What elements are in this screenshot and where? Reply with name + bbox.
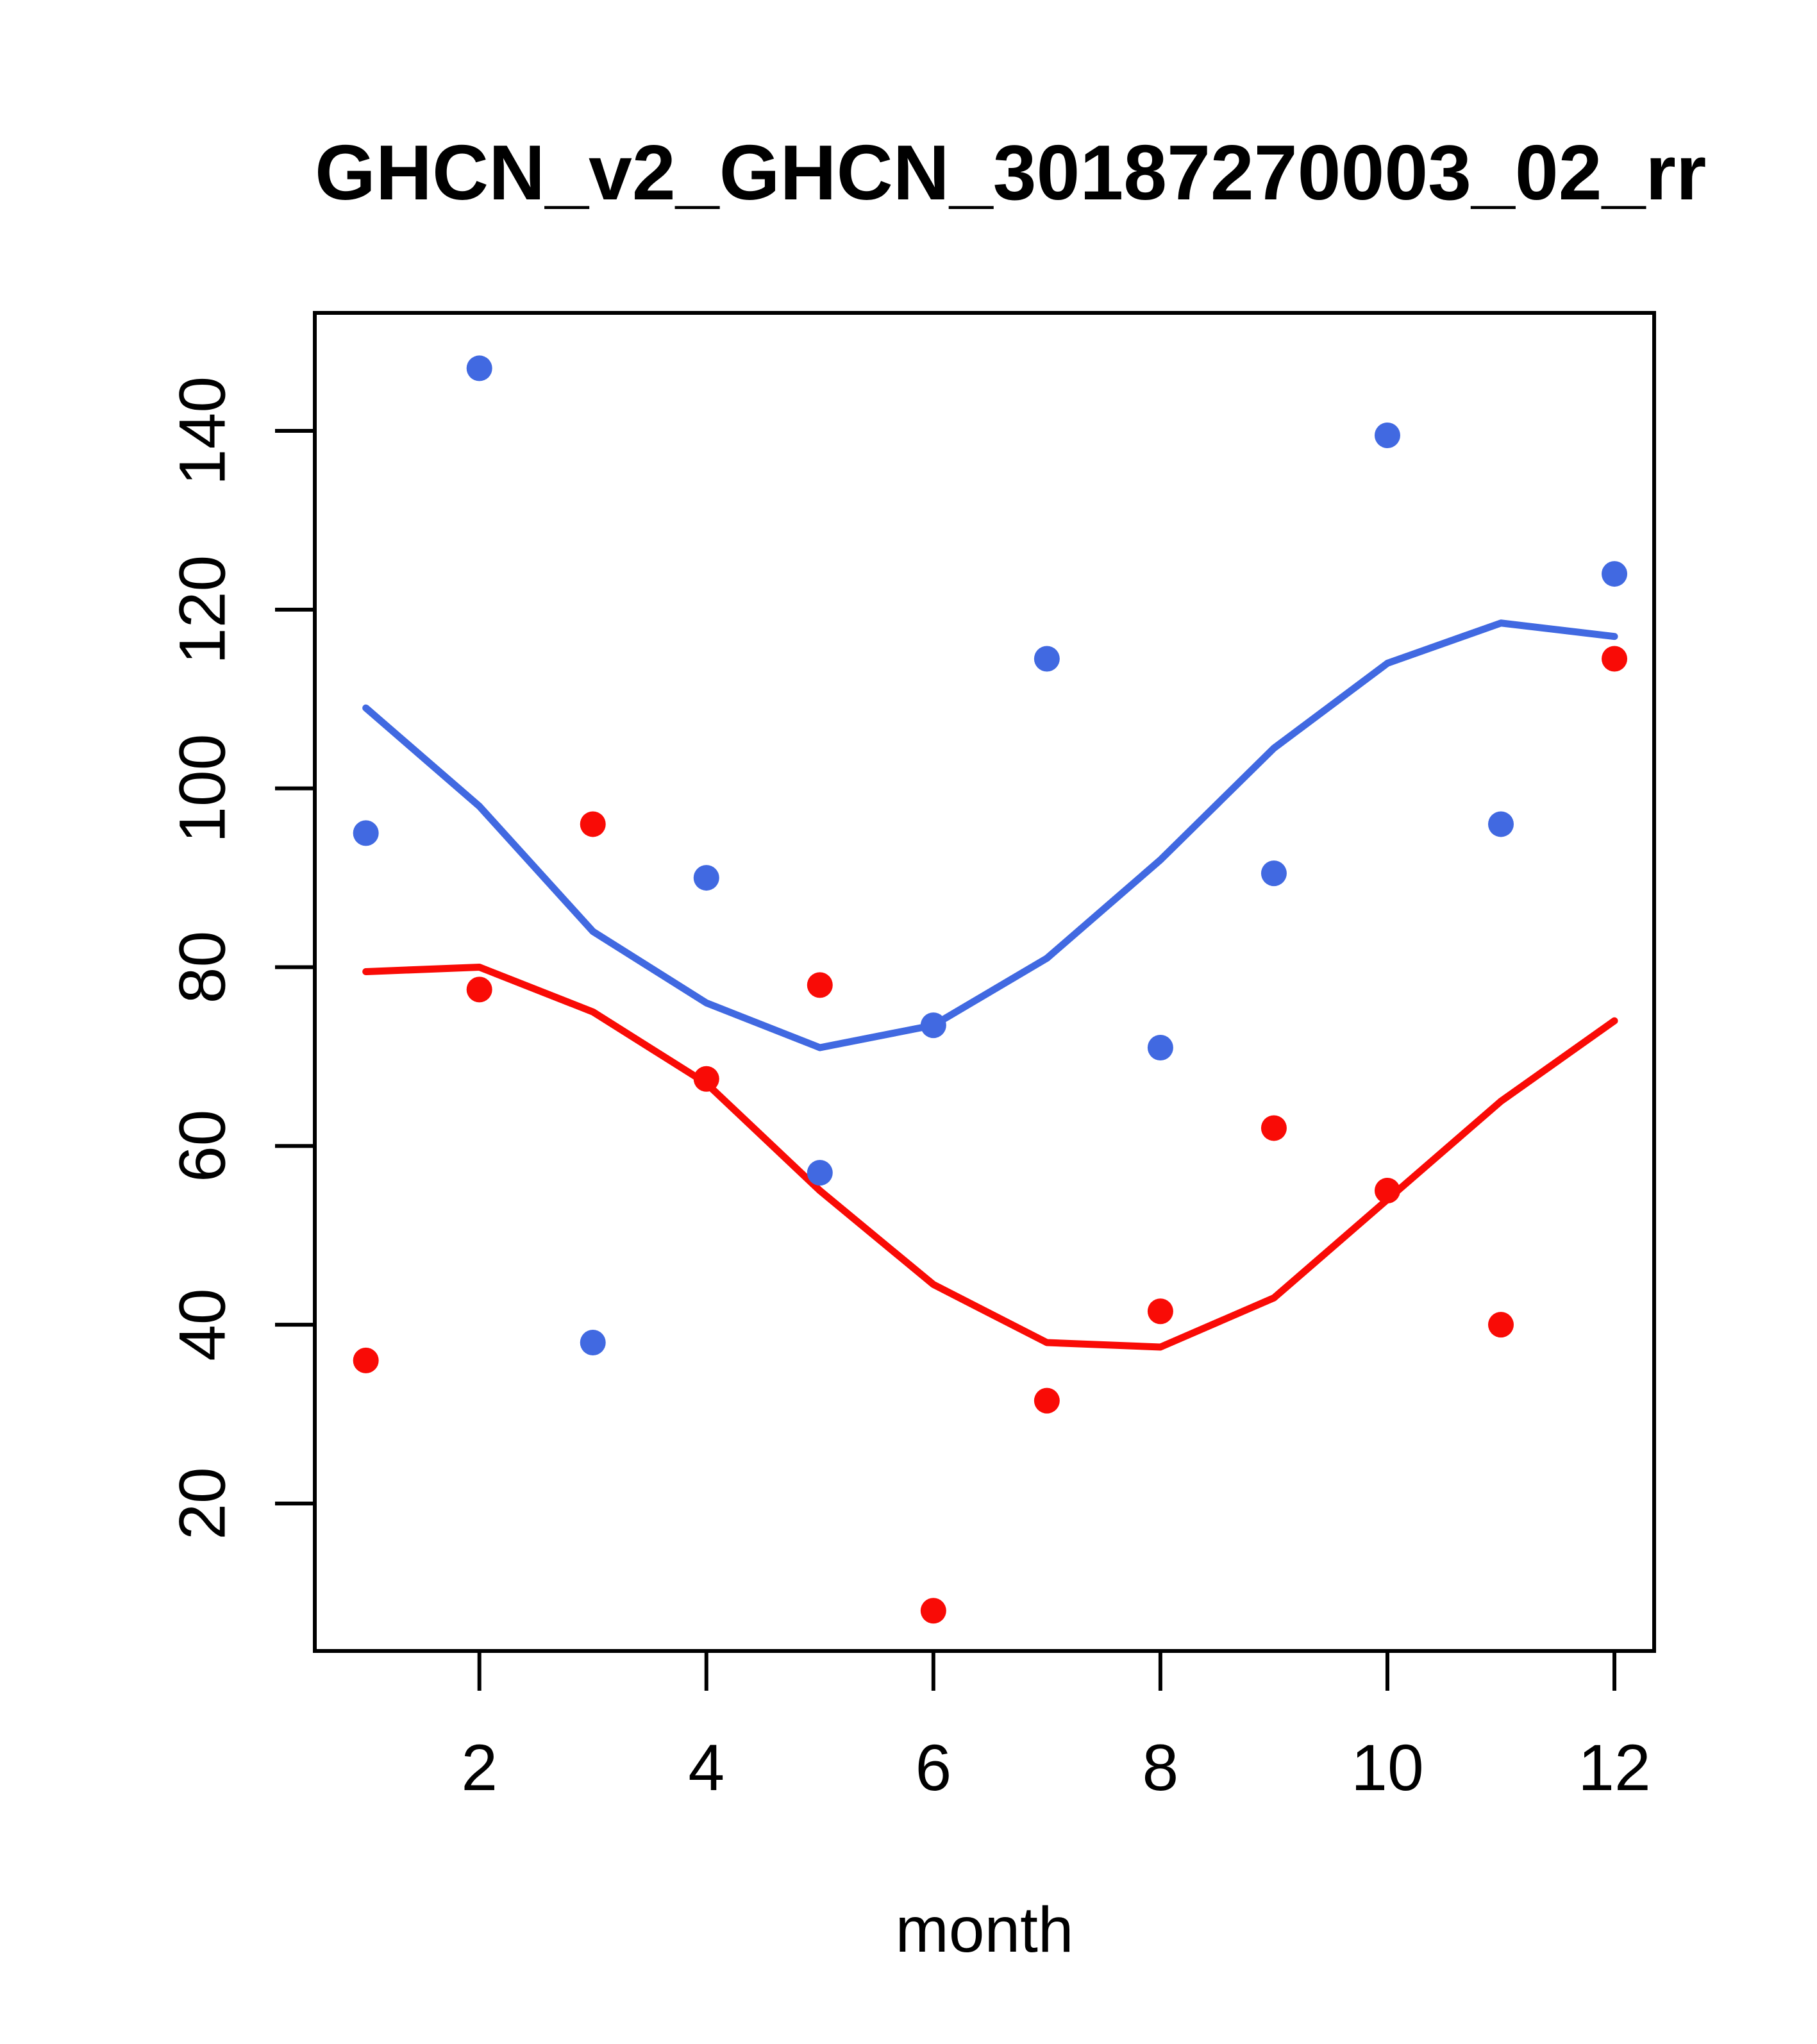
x-tick-label: 10 [1351,1731,1423,1804]
blue-observations-point [693,865,719,891]
y-tick-label: 140 [166,376,239,485]
red-observations-point [1374,1178,1400,1204]
y-tick-label: 100 [166,734,239,843]
blue-observations-point [1488,811,1514,837]
plot-title: GHCN_v2_GHCN_30187270003_02_rr [315,129,1707,216]
red-observations-point [353,1347,379,1373]
red-lowess-curve [362,963,1618,1351]
blue-observations-point [353,820,379,846]
red-observations-point [693,1066,719,1092]
red-observations-point [807,972,833,998]
x-tick-label: 12 [1578,1731,1650,1804]
blue-observations-point [1602,561,1628,587]
blue-observations-point [580,1330,606,1356]
red-observations-point [1034,1387,1060,1414]
x-tick-label: 2 [461,1731,498,1804]
y-tick-label: 60 [166,1110,239,1182]
red-observations-point [1488,1312,1514,1338]
blue-observations-point [1374,422,1400,448]
red-observations-point [1602,646,1628,672]
y-tick-label: 40 [166,1288,239,1361]
y-tick-label: 80 [166,931,239,1003]
x-axis-label: month [895,1894,1074,1966]
blue-observations-point [466,355,492,381]
red-observations-point [580,811,606,837]
x-tick-label: 4 [688,1731,724,1804]
plot-border [313,311,1656,1653]
red-observations-point [1260,1115,1287,1141]
blue-observations-point [920,1012,946,1039]
blue-observations-point [1147,1034,1173,1060]
y-tick-label: 20 [166,1467,239,1539]
blue-observations-point [1260,860,1287,887]
red-observations-point [466,976,492,1003]
x-tick-label: 6 [915,1731,951,1804]
blue-observations-point [807,1160,833,1186]
x-tick-label: 8 [1143,1731,1179,1804]
y-tick-label: 120 [166,555,239,664]
red-observations-point [1147,1298,1173,1325]
blue-observations-point [1034,646,1060,672]
red-observations-point [920,1598,946,1624]
blue-lowess-curve [362,619,1618,1051]
